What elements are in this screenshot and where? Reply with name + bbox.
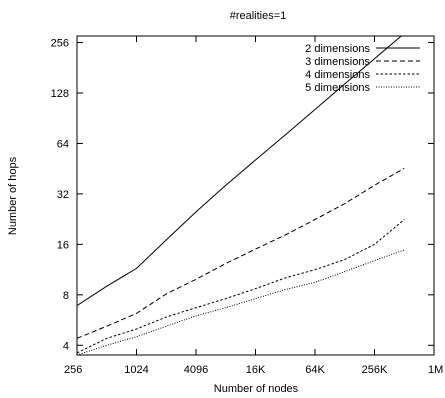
y-axis-label: Number of hops [7,156,19,235]
series-line-4 [77,249,405,355]
y-axis-ticks: 4 8 16 32 64 128 256 [51,38,434,352]
series-line-2 [77,167,405,339]
x-tick-label: 256K [362,364,388,376]
y-tick-label: 16 [57,239,69,251]
x-tick-label: 1024 [124,364,148,376]
legend-label: 5 dimensions [305,82,370,94]
x-tick-label: 64K [305,364,325,376]
chart-title: #realities=1 [230,10,287,22]
y-tick-label: 128 [51,88,69,100]
series-layer [77,36,405,355]
x-axis-label: Number of nodes [214,383,299,395]
x-tick-label: 1M [428,364,443,376]
legend-label: 3 dimensions [305,56,370,68]
x-tick-label: 256 [64,364,82,376]
x-tick-label: 16K [246,364,266,376]
legend-label: 2 dimensions [305,43,370,55]
x-tick-label: 4096 [184,364,208,376]
legend-label: 4 dimensions [305,69,370,81]
y-tick-label: 256 [51,38,69,50]
y-tick-label: 4 [63,340,69,352]
series-line-1 [77,36,403,307]
x-axis-ticks: 256 1024 4096 16K 64K 256K 1M [64,36,443,376]
plot-frame [76,35,435,356]
y-tick-label: 8 [63,290,69,302]
series-line-3 [77,219,405,354]
y-tick-label: 64 [57,138,69,150]
y-tick-label: 32 [57,189,69,201]
